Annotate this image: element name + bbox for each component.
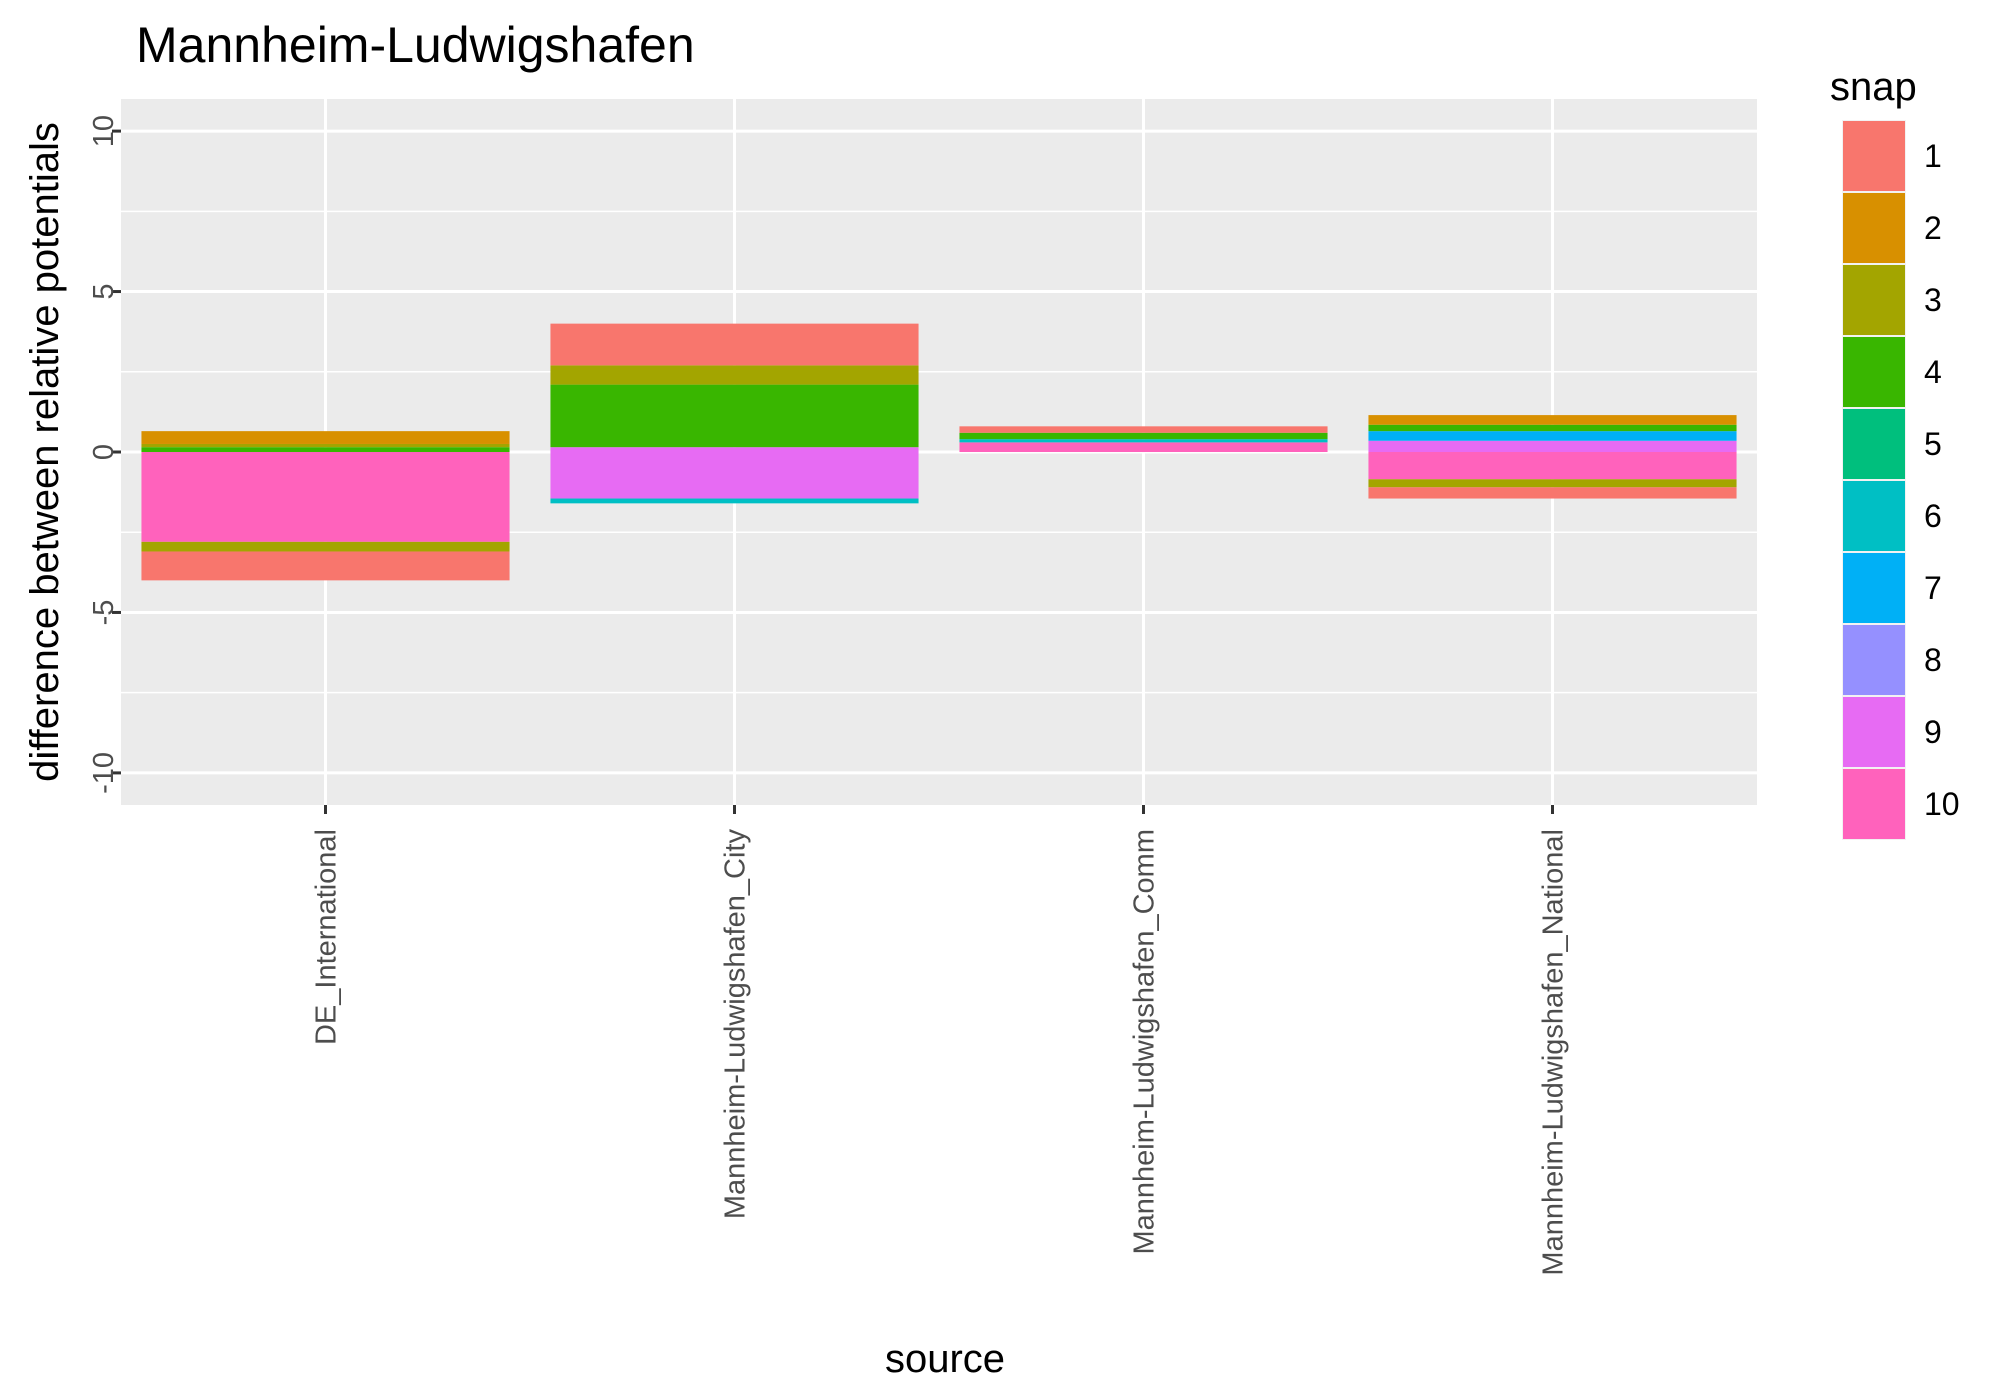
bar-segment — [1368, 452, 1737, 480]
legend-swatch — [1843, 553, 1905, 623]
bars — [141, 323, 1737, 581]
legend-swatch — [1843, 697, 1905, 767]
y-tick-label: 0 — [88, 444, 120, 460]
y-tick-label: 10 — [88, 115, 120, 147]
legend-title: snap — [1830, 65, 1917, 109]
legend-label: 9 — [1924, 714, 1942, 750]
legend-swatch — [1843, 193, 1905, 263]
legend-label: 2 — [1924, 210, 1942, 246]
bar-segment — [550, 452, 919, 499]
y-tick-label: -5 — [88, 600, 120, 626]
bar-segment — [959, 439, 1328, 443]
bar-segment — [550, 323, 919, 366]
bar-segment — [1368, 415, 1737, 425]
x-axis-title: source — [885, 1337, 1005, 1381]
x-axis: DE_International Mannheim-Ludwigshafen_Ci… — [311, 805, 1570, 1276]
bar-segment — [141, 452, 510, 542]
bar-segment — [959, 426, 1328, 433]
bar-segment — [1368, 479, 1737, 488]
legend: snap 1 2 3 4 5 6 7 8 9 10 — [1830, 65, 1960, 840]
legend-label: 10 — [1924, 786, 1960, 822]
legend-swatch — [1843, 121, 1905, 191]
legend-label: 1 — [1924, 138, 1942, 174]
bar-segment — [959, 442, 1328, 452]
x-tick-label: Mannheim-Ludwigshafen_Comm — [1129, 829, 1161, 1255]
chart-title: Mannheim-Ludwigshafen — [136, 17, 695, 73]
legend-label: 4 — [1924, 354, 1942, 390]
legend-label: 3 — [1924, 282, 1942, 318]
x-tick-label: Mannheim-Ludwigshafen_City — [720, 829, 752, 1220]
bar-segment — [1368, 440, 1737, 452]
x-tick-label: DE_International — [311, 829, 343, 1045]
bar-segment — [550, 365, 919, 385]
bar-segment — [959, 432, 1328, 440]
legend-label: 8 — [1924, 642, 1942, 678]
y-axis-title: difference between relative potentials — [23, 122, 67, 782]
legend-swatch — [1843, 769, 1905, 839]
bar-segment — [141, 443, 510, 448]
bar-segment — [141, 447, 510, 452]
y-tick-label: 5 — [88, 283, 120, 299]
legend-swatch — [1843, 481, 1905, 551]
bar-segment — [550, 498, 919, 504]
bar-segment — [141, 541, 510, 552]
bar-segment — [1368, 487, 1737, 499]
bar-segment — [1368, 431, 1737, 441]
legend-label: 5 — [1924, 426, 1942, 462]
bar-segment — [550, 447, 919, 452]
bar-segment — [550, 384, 919, 448]
legend-label: 7 — [1924, 570, 1942, 606]
legend-label: 6 — [1924, 498, 1942, 534]
bar-segment — [141, 551, 510, 581]
bar-segment — [1368, 424, 1737, 432]
y-axis: -10 -5 0 5 10 — [88, 115, 121, 794]
legend-swatch — [1843, 409, 1905, 479]
legend-swatch — [1843, 265, 1905, 335]
x-tick-label: Mannheim-Ludwigshafen_National — [1538, 829, 1570, 1276]
legend-swatch — [1843, 337, 1905, 407]
legend-swatch — [1843, 625, 1905, 695]
bar-segment — [141, 431, 510, 444]
y-tick-label: -10 — [88, 752, 120, 794]
